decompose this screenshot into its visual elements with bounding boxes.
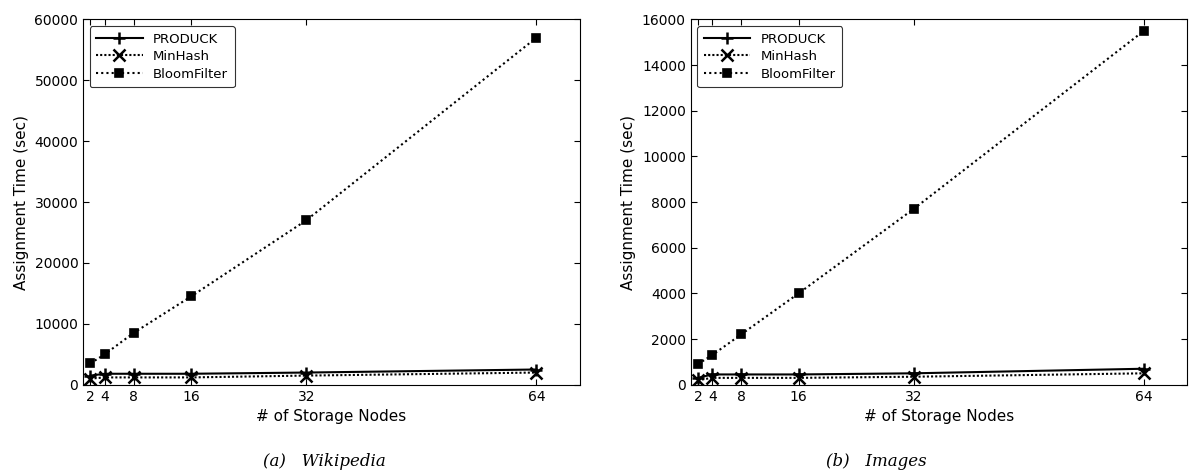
MinHash — [907, 374, 921, 380]
MinHash — [530, 370, 544, 375]
MinHash — [97, 374, 112, 380]
MinHash — [734, 375, 748, 381]
Line: PRODUCK: PRODUCK — [85, 364, 542, 381]
Line: PRODUCK: PRODUCK — [692, 363, 1149, 383]
PRODUCK — [83, 373, 97, 378]
PRODUCK — [126, 371, 141, 377]
PRODUCK — [299, 370, 313, 375]
PRODUCK — [691, 375, 705, 381]
BloomFilter — [907, 206, 921, 212]
BloomFilter — [691, 361, 705, 367]
BloomFilter — [791, 291, 806, 296]
MinHash — [1136, 371, 1151, 376]
BloomFilter — [530, 35, 544, 41]
X-axis label: # of Storage Nodes: # of Storage Nodes — [256, 409, 406, 424]
PRODUCK — [907, 371, 921, 376]
Line: BloomFilter: BloomFilter — [86, 34, 540, 367]
PRODUCK — [734, 372, 748, 377]
PRODUCK — [530, 367, 544, 373]
BloomFilter — [184, 293, 198, 299]
Text: (a)   Wikipedia: (a) Wikipedia — [263, 453, 386, 470]
BloomFilter — [126, 330, 141, 336]
PRODUCK — [791, 372, 806, 377]
BloomFilter — [299, 218, 313, 223]
Y-axis label: Assignment Time (sec): Assignment Time (sec) — [14, 114, 29, 290]
BloomFilter — [705, 352, 719, 358]
PRODUCK — [705, 372, 719, 377]
MinHash — [83, 376, 97, 382]
MinHash — [126, 374, 141, 380]
Legend: PRODUCK, MinHash, BloomFilter: PRODUCK, MinHash, BloomFilter — [698, 26, 842, 87]
Line: MinHash: MinHash — [692, 368, 1149, 386]
BloomFilter — [734, 332, 748, 337]
PRODUCK — [184, 371, 198, 377]
MinHash — [791, 375, 806, 381]
Line: BloomFilter: BloomFilter — [694, 27, 1148, 368]
BloomFilter — [1136, 28, 1151, 33]
MinHash — [299, 373, 313, 378]
Line: MinHash: MinHash — [85, 367, 542, 384]
MinHash — [705, 375, 719, 381]
Y-axis label: Assignment Time (sec): Assignment Time (sec) — [621, 114, 637, 290]
X-axis label: # of Storage Nodes: # of Storage Nodes — [864, 409, 1014, 424]
BloomFilter — [97, 351, 112, 357]
MinHash — [184, 374, 198, 380]
MinHash — [691, 377, 705, 383]
Legend: PRODUCK, MinHash, BloomFilter: PRODUCK, MinHash, BloomFilter — [90, 26, 234, 87]
PRODUCK — [97, 371, 112, 377]
PRODUCK — [1136, 366, 1151, 372]
BloomFilter — [83, 361, 97, 366]
Text: (b)   Images: (b) Images — [826, 453, 927, 470]
